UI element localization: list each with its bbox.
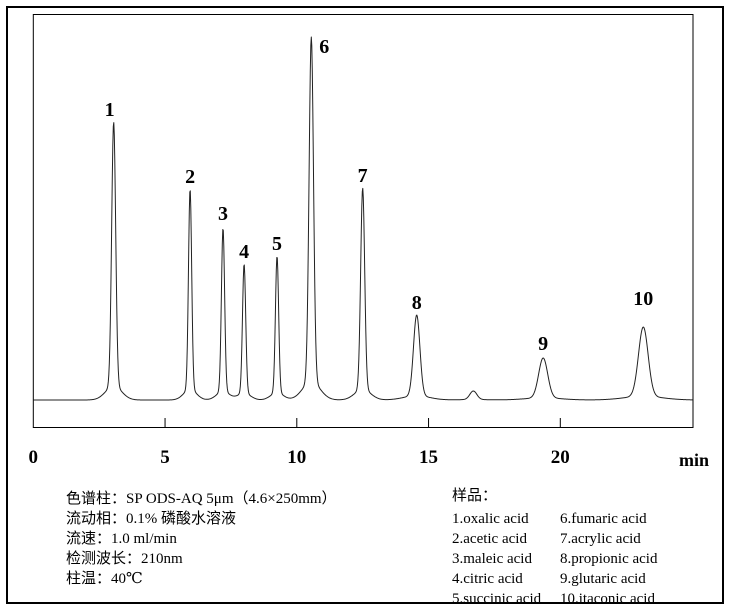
x-axis-label-10: 10 bbox=[287, 447, 306, 468]
peak-label-7: 7 bbox=[358, 165, 368, 187]
x-axis-label-0: 0 bbox=[29, 447, 39, 468]
figure-border bbox=[6, 6, 724, 604]
x-axis-label-15: 15 bbox=[419, 447, 438, 468]
chromatogram-trace bbox=[33, 36, 693, 401]
sample-item: 10.itaconic acid bbox=[560, 591, 655, 607]
sample-legend: 样品： 1.oxalic acid 2.acetic acid 3.maleic… bbox=[452, 486, 657, 609]
x-axis-label-5: 5 bbox=[160, 447, 170, 468]
peak-label-4: 4 bbox=[239, 241, 249, 263]
condition-flow-rate: 流速：1.0 ml/min bbox=[66, 531, 177, 547]
sample-item: 4.citric acid bbox=[452, 571, 523, 587]
sample-item: 6.fumaric acid bbox=[560, 511, 647, 527]
sample-item: 2.acetic acid bbox=[452, 531, 527, 547]
sample-item: 3.maleic acid bbox=[452, 551, 532, 567]
peak-label-9: 9 bbox=[538, 333, 548, 355]
peak-label-5: 5 bbox=[272, 233, 282, 255]
sample-item: 9.glutaric acid bbox=[560, 571, 646, 587]
peak-label-8: 8 bbox=[412, 292, 422, 314]
condition-column-temp: 柱温：40℃ bbox=[66, 571, 143, 587]
condition-mobile-phase: 流动相：0.1% 磷酸水溶液 bbox=[66, 511, 236, 527]
sample-item: 7.acrylic acid bbox=[560, 531, 641, 547]
condition-column: 色谱柱：SP ODS-AQ 5μm（4.6×250mm） bbox=[66, 491, 337, 507]
sample-list-col2: 6.fumaric acid 7.acrylic acid 8.propioni… bbox=[560, 509, 657, 609]
sample-legend-title: 样品： bbox=[452, 488, 498, 504]
sample-item: 5.succinic acid bbox=[452, 591, 542, 607]
sample-list-col1: 1.oxalic acid 2.acetic acid 3.maleic aci… bbox=[452, 509, 560, 609]
plot-frame bbox=[32, 14, 694, 428]
peak-label-10: 10 bbox=[633, 288, 653, 310]
peak-label-6: 6 bbox=[319, 36, 329, 58]
sample-item: 8.propionic acid bbox=[560, 551, 658, 567]
peak-label-1: 1 bbox=[105, 99, 115, 121]
peak-label-3: 3 bbox=[218, 203, 228, 225]
condition-wavelength: 检测波长：210nm bbox=[66, 551, 183, 567]
chromatography-conditions: 色谱柱：SP ODS-AQ 5μm（4.6×250mm） 流动相：0.1% 磷酸… bbox=[66, 489, 337, 589]
peak-label-2: 2 bbox=[185, 166, 195, 188]
x-axis-unit-label: min bbox=[679, 450, 709, 470]
chromatogram-chart: 0 5 10 15 20 min 1 2 34 5 6 7 8 9 10 bbox=[29, 14, 709, 470]
sample-item: 1.oxalic acid bbox=[452, 511, 529, 527]
x-axis-label-20: 20 bbox=[551, 447, 570, 468]
